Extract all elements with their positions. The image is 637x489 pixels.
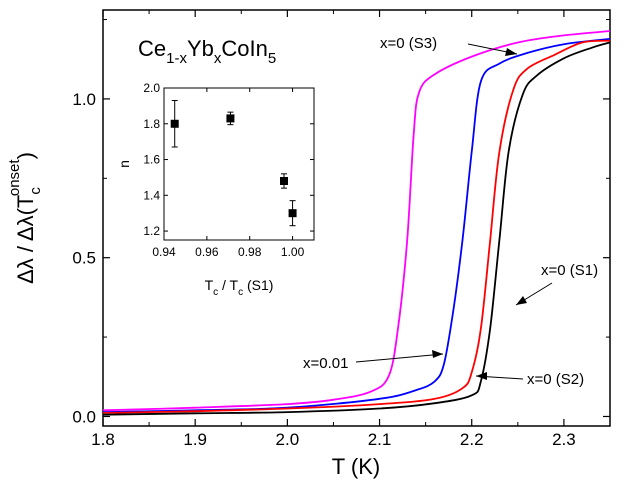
series-line-3 [102,41,611,416]
arrowhead-x0-s3 [505,48,517,56]
inset-x-axis-label: Tc / Tc (S1) [205,277,274,298]
label-x0-s1: x=0 (S1) [541,262,598,279]
inset-frame [163,87,315,241]
x-tick-label: 1.9 [183,430,207,449]
inset-y-tick-label: 1.4 [143,188,160,202]
inset-y-tick-label: 2.0 [143,81,160,95]
main-axis-ticks: 1.8 1.9 2.0 2.1 2.2 2.3 0.0 0.5 1.0 [72,10,610,449]
inset-y-tick-label: 1.8 [143,117,160,131]
series-line-0 [102,30,611,412]
series-line-2 [102,39,611,414]
inset-point-0 [170,119,179,128]
chart-title: Ce1-xYbxCoIn5 [138,36,276,67]
inset-y-tick-label: 1.6 [143,153,160,167]
x-tick-label: 2.1 [368,430,392,449]
inset-point-1 [226,114,235,123]
inset-point-2 [280,176,288,185]
x-axis-label: T (K) [332,454,380,479]
y-tick-label: 0.5 [72,249,96,268]
inset-x-tick-label: 0.98 [238,245,262,259]
inset-point-3 [288,209,297,218]
x-tick-label: 2.0 [276,430,300,449]
inset-y-axis-label: n [116,160,132,168]
x-tick-label: 1.8 [91,430,115,449]
label-x0-s2: x=0 (S2) [527,371,584,388]
inset-axis-ticks: 0.94 0.96 0.98 1.00 1.2 1.4 1.6 1.8 2.0 [143,81,314,259]
x-tick-label: 2.2 [460,430,484,449]
label-x0-s3: x=0 (S3) [380,35,437,52]
label-x001: x=0.01 [303,355,348,372]
arrowhead-x001 [432,350,443,358]
x-tick-label: 2.3 [552,430,576,449]
plot-frame [102,9,611,427]
y-tick-label: 1.0 [72,90,96,109]
inset-x-tick-label: 1.00 [281,245,305,259]
y-axis-label: Δλ / Δλ(Tconset) [6,152,44,284]
arrow-x001 [355,353,444,363]
y-tick-label: 0.0 [72,407,96,426]
inset-points-group [170,100,297,227]
inset-y-tick-label: 1.2 [143,224,160,238]
inset-x-tick-label: 0.94 [152,245,176,259]
inset-x-tick-label: 0.96 [195,245,219,259]
arrowhead-x0-s1 [516,296,527,305]
arrowhead-x0-s2 [476,372,487,380]
main-series-group [102,30,611,416]
